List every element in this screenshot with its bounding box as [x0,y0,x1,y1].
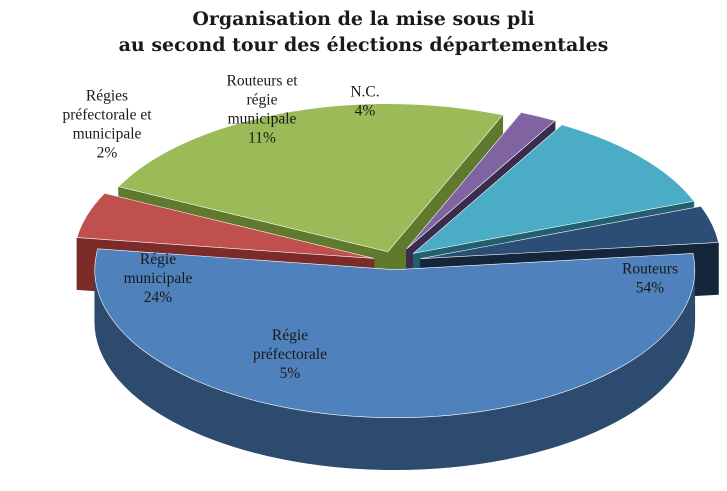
slice-label-line: municipale [228,111,297,128]
pie-slice [406,112,556,250]
slice-label-line: 11% [248,130,276,147]
pie-slice [94,248,696,418]
slice-label-line: 4% [355,103,376,120]
slice-label-line: municipale [124,270,193,287]
slice-label-line: 24% [144,289,173,306]
slice-label-line: Routeurs [622,261,678,278]
slice-label-line: Routeurs et [226,73,298,90]
slice-label-line: préfectorale [253,346,327,363]
pie-slice [412,124,695,254]
pie-labels-layer: Routeurs 54% Régie préfectorale 5% Régie munic… [62,73,678,383]
slice-label: Régie préfectorale 5% [253,327,327,382]
slice-label: Routeurs et régie municipale 11% [226,73,298,147]
slice-label: Régies préfectorale et municipale 2% [62,88,152,162]
chart-title-line-2: au second tour des élections département… [118,34,609,56]
slice-label-line: municipale [73,126,142,143]
slice-label: Régie municipale 24% [124,251,193,306]
pie-slices-layer [76,103,719,418]
chart-title-line-1: Organisation de la mise sous pli [192,8,535,30]
slice-label: Routeurs 54% [622,261,678,297]
slice-label-line: 5% [280,365,301,382]
slice-label-line: Régie [272,327,308,344]
slice-label-line: Régies [86,88,128,105]
slice-label-line: régie [247,92,278,109]
chart-title: Organisation de la mise sous pli au seco… [0,6,727,58]
pie-slice [420,206,719,259]
slice-label-line: préfectorale et [62,107,152,124]
slice-label-line: 2% [97,145,118,162]
pie-slice [117,103,504,253]
slice-label-line: Régie [140,251,176,268]
slice-label-line: N.C. [350,84,379,101]
slice-label-line: 54% [636,280,665,297]
pie-slice [76,192,375,259]
slice-label: N.C. 4% [350,84,379,120]
